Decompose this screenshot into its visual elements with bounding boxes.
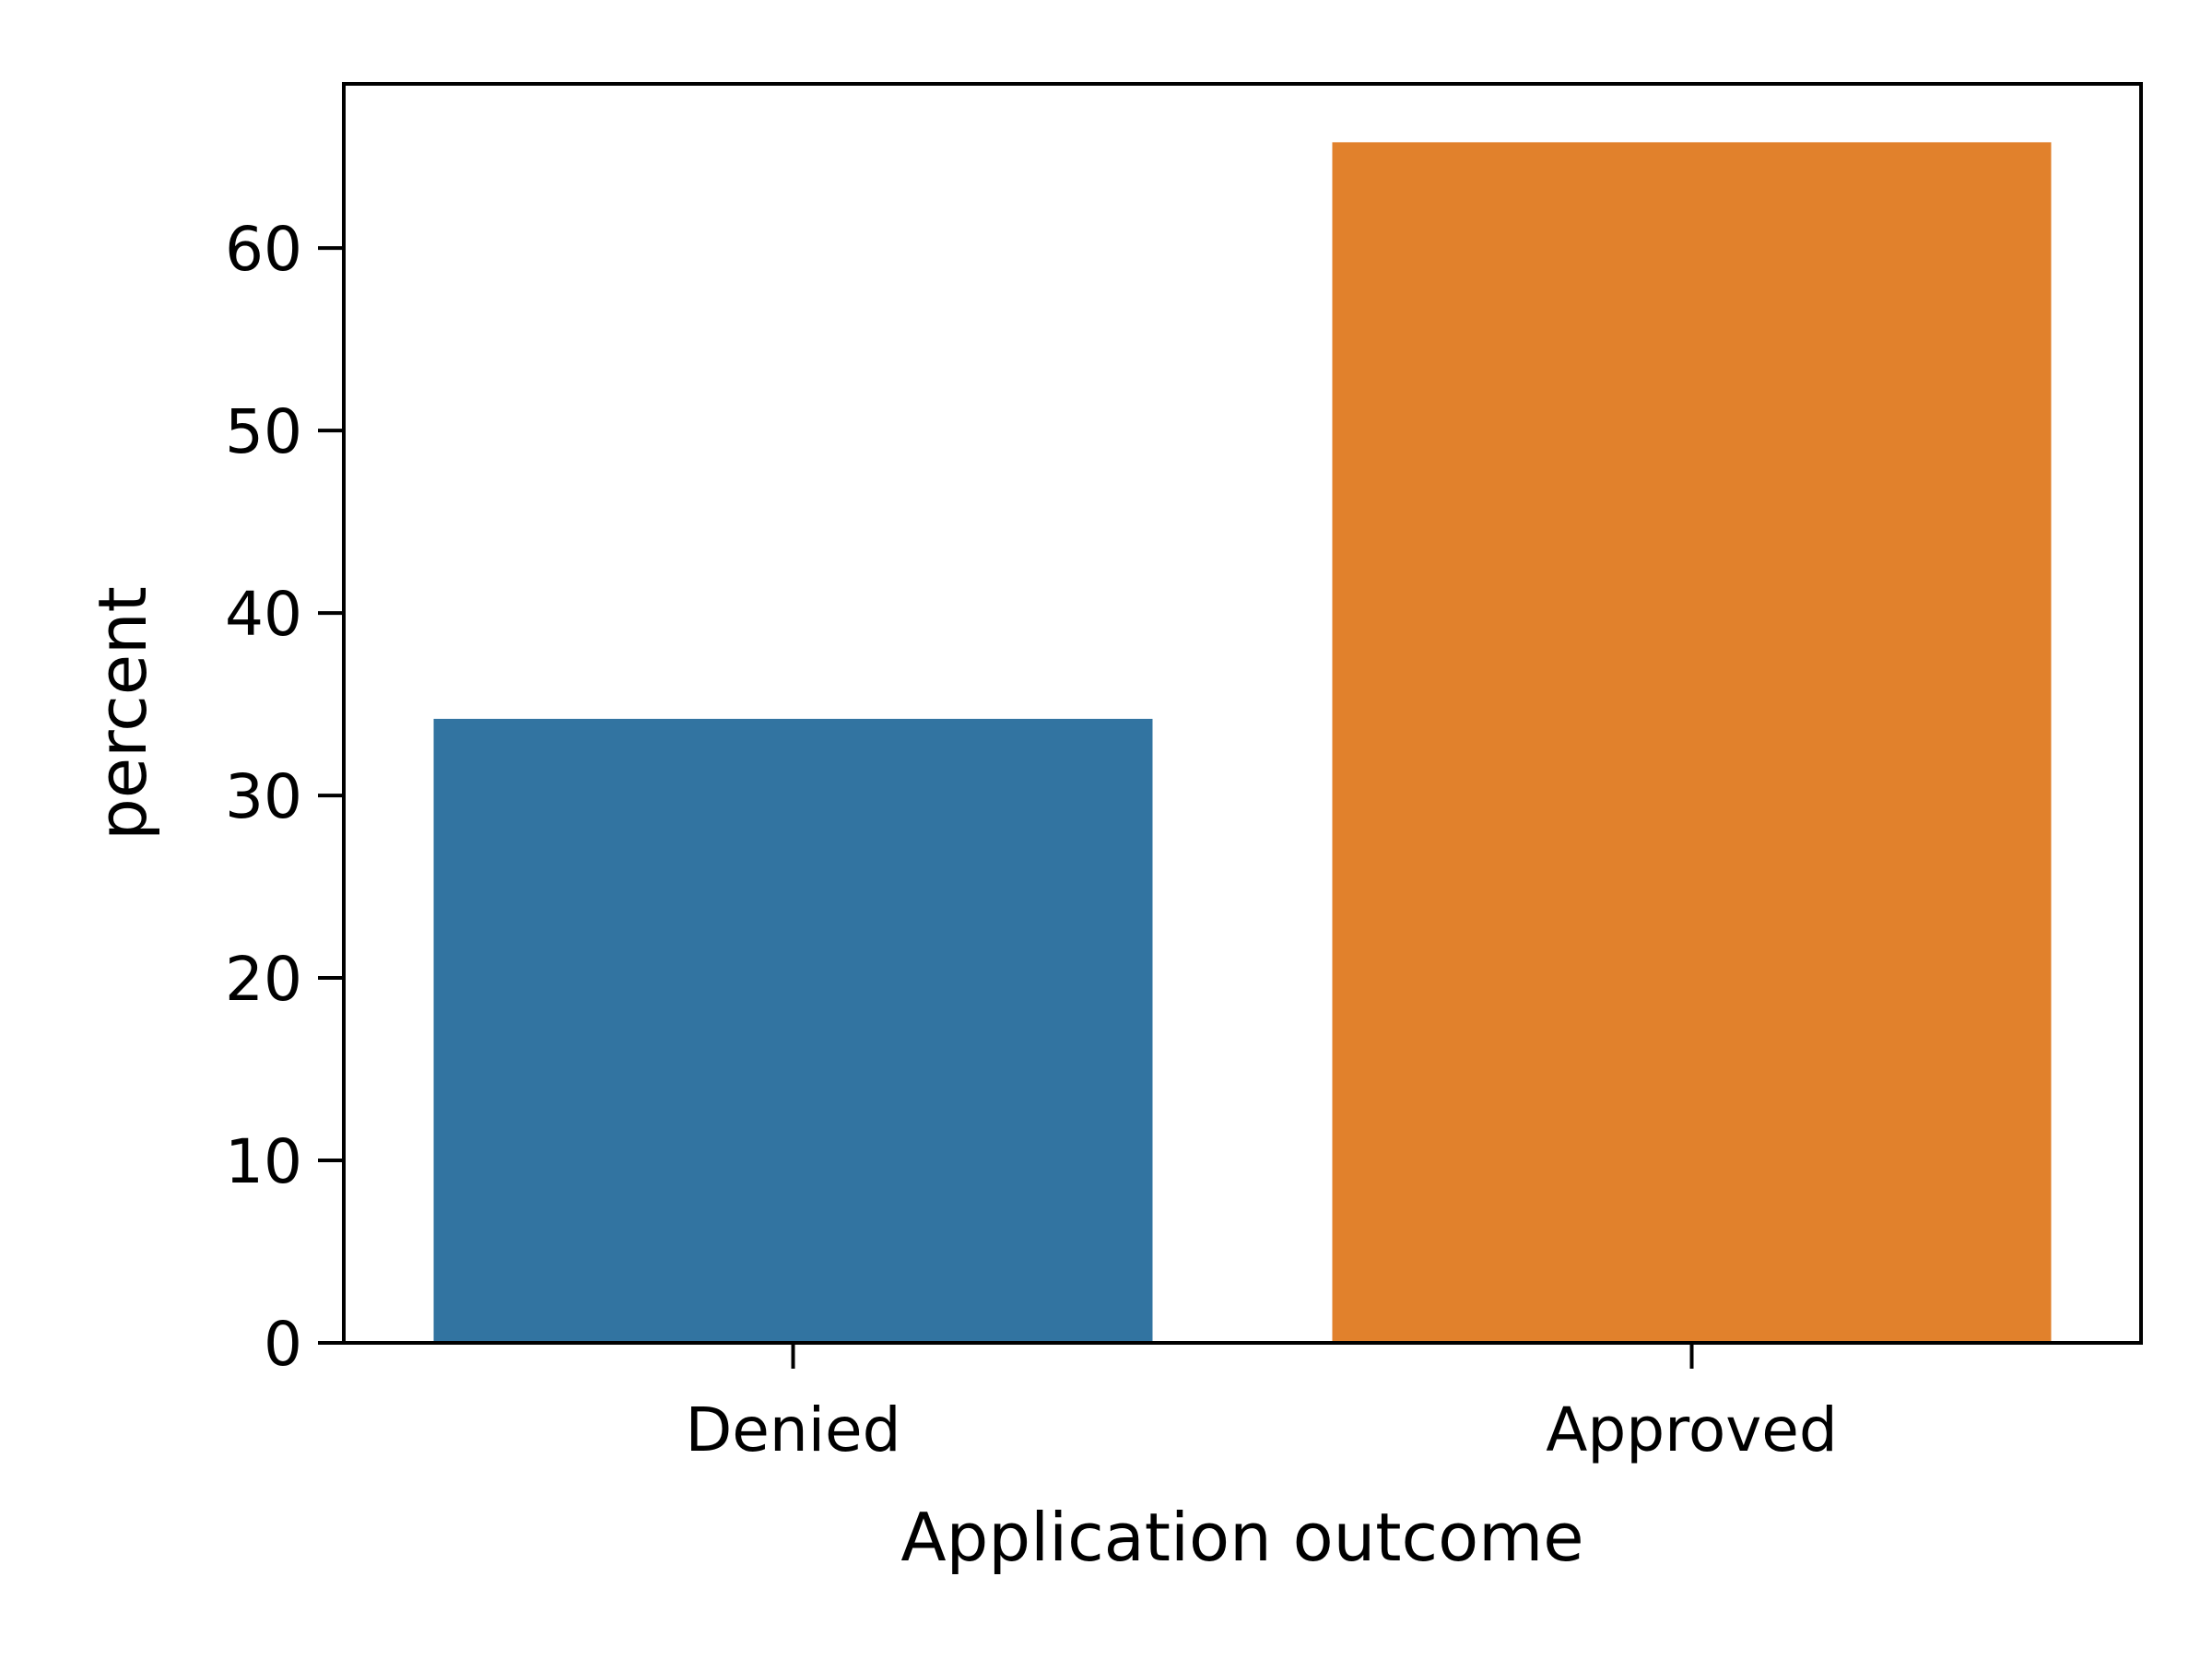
y-tick-label: 10 [225, 1126, 302, 1197]
x-axis-label: Application outcome [900, 1499, 1583, 1576]
x-tick-label: Denied [685, 1394, 900, 1465]
y-axis-label: percent [84, 586, 161, 841]
y-tick-label: 40 [225, 579, 302, 650]
y-tick-label: 50 [225, 396, 302, 467]
y-axis-ticks: 0 10 20 30 40 50 60 [225, 214, 344, 1380]
bars-group [434, 142, 2052, 1343]
y-tick-label: 30 [225, 761, 302, 832]
y-tick-label: 20 [225, 944, 302, 1015]
bar-denied [434, 719, 1153, 1343]
x-tick-label: Approved [1546, 1394, 1838, 1465]
y-tick-label: 0 [264, 1309, 302, 1380]
y-tick-label: 60 [225, 214, 302, 285]
x-axis-ticks: Denied Approved [685, 1343, 1837, 1465]
bar-approved [1333, 142, 2052, 1343]
